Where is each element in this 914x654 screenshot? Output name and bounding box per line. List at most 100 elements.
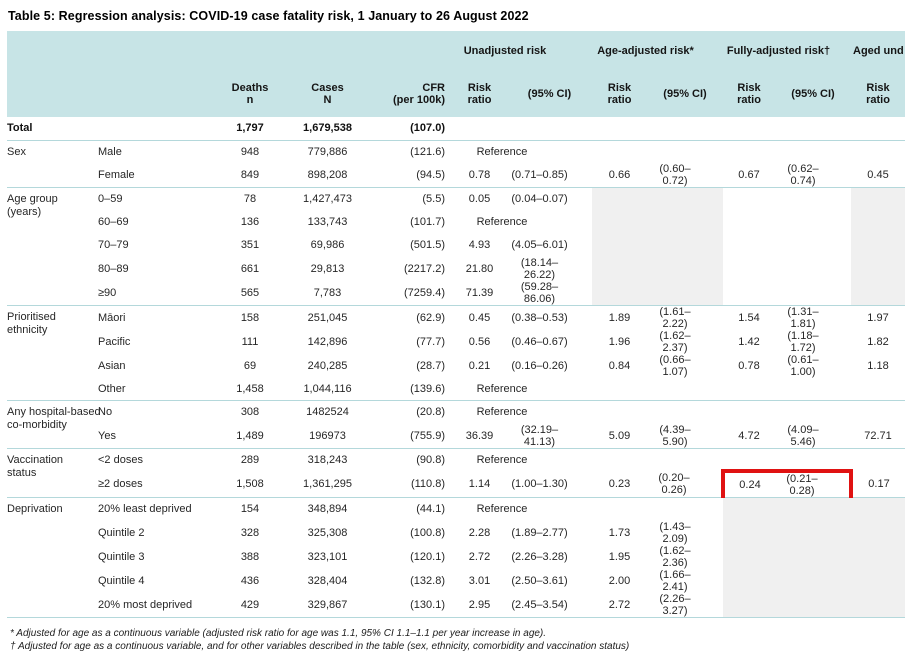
age-adjusted-ci-cell — [647, 448, 723, 471]
table-header: Unadjusted risk Age-adjusted risk* Fully… — [7, 31, 914, 117]
aged-under-risk-ratio-cell — [851, 497, 905, 521]
table-edge-spacer — [905, 140, 914, 163]
deaths-cell: 69 — [243, 359, 257, 372]
fully-adjusted-risk-ratio-cell — [723, 497, 775, 521]
age-adjusted-ci-cell — [647, 210, 723, 234]
row-label: Male — [98, 145, 122, 158]
unadjusted-risk-ratio-cell: 0.05 — [468, 193, 491, 206]
fully-adjusted-ci-cell — [775, 377, 851, 401]
table-row: Yes 1,489 196973 (755.9) 36.39 (32.19–41.13) 5… — [7, 423, 914, 449]
table-row: Vaccination status <2 doses 289 318,243 (90.… — [7, 448, 914, 498]
row-label: Quintile 4 — [98, 574, 145, 587]
table-edge-spacer — [905, 305, 914, 330]
deaths-cell: 136 — [240, 216, 260, 228]
table-row: Sex Male 948 779,886 (121.6) Reference — [7, 140, 914, 188]
cases-cell: 29,813 — [310, 262, 345, 275]
col-group-aged-under: Aged und — [851, 31, 905, 71]
col-header-cfr: CFR (per 100k) — [370, 71, 452, 117]
fully-adjusted-ci-cell: (1.31–1.81) — [787, 305, 819, 330]
col-group-unadjusted-risk: Unadjusted risk — [452, 31, 592, 71]
section-label: Sex — [7, 140, 97, 188]
unadjusted-risk-ratio-cell: 1.14 — [452, 471, 507, 498]
cfr-cell: (28.7) — [416, 359, 445, 372]
table-row: Quintile 2 328 325,308 (100.8) 2.28 (1.89–2.7… — [7, 520, 914, 545]
table-edge-spacer — [905, 117, 914, 140]
row-label: ≥90 — [97, 280, 215, 306]
cfr-cell: (110.8) — [370, 471, 452, 498]
table-edge-spacer — [905, 163, 914, 188]
deaths-cell: 1,508 — [215, 471, 285, 498]
deaths-cell: 1,797 — [215, 117, 285, 141]
col-header-risk-ratio-unadjusted: Risk ratio — [452, 71, 507, 117]
cfr-cell: (755.9) — [370, 423, 452, 449]
aged-under-risk-ratio-cell — [851, 140, 905, 163]
row-label: Yes — [97, 423, 215, 449]
cfr-cell: (107.0) — [370, 117, 452, 141]
fully-adjusted-risk-ratio-cell — [723, 568, 775, 593]
age-adjusted-ci-cell — [647, 233, 723, 257]
fully-adjusted-risk-ratio-cell: 0.78 — [738, 359, 760, 372]
aged-under-risk-ratio-cell — [851, 592, 905, 618]
cases-cell: 196973 — [285, 423, 370, 449]
col-header-risk-ratio-age-adjusted: Risk ratio — [592, 71, 647, 117]
table-edge-spacer — [905, 497, 914, 521]
deaths-cell: 308 — [240, 406, 260, 419]
section-label: Age group (years) — [7, 187, 97, 306]
deaths-cell: 565 — [215, 280, 285, 306]
deaths-cell: 1,458 — [215, 377, 285, 401]
aged-under-risk-ratio-cell: 1.18 — [867, 359, 889, 372]
fully-adjusted-risk-ratio-cell — [723, 448, 775, 471]
age-adjusted-ci-cell — [647, 187, 723, 211]
row-label: 80–89 — [98, 262, 129, 275]
aged-under-risk-ratio-cell — [851, 520, 905, 545]
table-edge-spacer — [905, 329, 914, 354]
deaths-cell: 948 — [240, 145, 260, 158]
table-row: Total 1,797 1,679,538 (107.0) — [7, 117, 914, 141]
age-adjusted-risk-ratio-cell — [592, 448, 647, 471]
aged-under-risk-ratio-cell — [851, 210, 905, 234]
table-row: Asian 69 240,285 (28.7) 0.21 (0.16–0.26) 0.84 (… — [7, 353, 914, 378]
cases-cell: 1,361,295 — [285, 471, 370, 498]
row-label: Māori — [98, 311, 126, 324]
deaths-cell: 154 — [240, 503, 260, 516]
table-edge-spacer — [905, 353, 914, 378]
cfr-cell: (44.1) — [416, 503, 445, 516]
table-edge-spacer — [905, 31, 914, 71]
cases-cell: 1482524 — [306, 406, 349, 419]
age-adjusted-ci-cell — [647, 280, 723, 306]
col-group-age-adjusted-risk: Age-adjusted risk* — [592, 31, 723, 71]
table-row: 20% most deprived 429 329,867 (130.1) 2.95 (2… — [7, 592, 914, 618]
age-adjusted-risk-ratio-cell — [592, 377, 647, 401]
table-row: Age group (years) 0–59 78 1,427,473 (5.5) 0.0… — [7, 187, 914, 306]
section-label: Total — [7, 117, 215, 141]
col-group-fully-adjusted-risk: Fully-adjusted risk† — [723, 31, 851, 71]
aged-under-risk-ratio-cell: 1.82 — [867, 335, 889, 348]
cfr-cell: (130.1) — [370, 592, 452, 618]
fully-adjusted-ci-cell: (1.18–1.72) — [787, 329, 819, 354]
row-label: Female — [97, 163, 215, 188]
table-row: 70–79 351 69,986 (501.5) 4.93 (4.05–6.01) — [7, 233, 914, 257]
cases-cell: 323,101 — [307, 550, 348, 563]
table-row: Female 849 898,208 (94.5) 0.78 (0.71–0.85) 0.6… — [7, 163, 914, 188]
fully-adjusted-ci-cell: (0.21–0.28) — [775, 469, 853, 498]
section-label: Vaccination status — [7, 448, 97, 498]
table-edge-spacer — [905, 280, 914, 305]
section-label: Any hospital-based co-morbidity — [7, 400, 101, 449]
deaths-cell: 1,489 — [215, 423, 285, 449]
age-adjusted-risk-ratio-cell: 1.73 — [608, 526, 631, 539]
cases-cell: 1,427,473 — [303, 193, 352, 206]
fully-adjusted-risk-ratio-cell — [723, 257, 775, 281]
unadjusted-ci-cell — [507, 117, 592, 141]
row-label: Quintile 2 — [98, 526, 145, 539]
age-adjusted-risk-ratio-cell — [592, 210, 647, 234]
unadjusted-ci-cell: (0.16–0.26) — [511, 359, 568, 372]
table-row: ≥90 565 7,783 (7259.4) 71.39 (59.28–86.06) — [7, 280, 914, 306]
age-adjusted-risk-ratio-cell — [592, 401, 647, 424]
fully-adjusted-risk-ratio-cell — [723, 377, 775, 401]
table-row: Deprivation 20% least deprived 154 348,894 (… — [7, 497, 914, 618]
table-edge-spacer — [905, 400, 914, 424]
cfr-cell: (77.7) — [416, 335, 445, 348]
fully-adjusted-risk-ratio-cell: 1.42 — [738, 335, 760, 348]
unadjusted-risk-ratio-cell: 0.78 — [452, 163, 507, 188]
cases-cell: 329,867 — [285, 592, 370, 618]
